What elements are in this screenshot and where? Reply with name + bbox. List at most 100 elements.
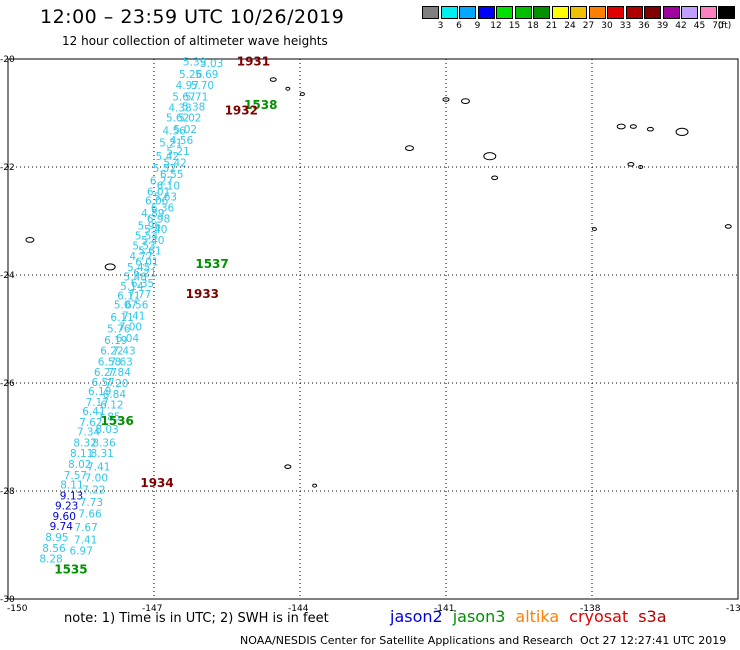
scale-label: 45 <box>693 21 706 31</box>
wave-height-value: 6.36 <box>151 203 175 215</box>
pass-number-label: 1931 <box>237 55 270 69</box>
wave-height-value: 9.23 <box>55 501 78 513</box>
scale-swatch <box>477 6 495 19</box>
wave-height-value: 4.89 <box>141 208 164 220</box>
wave-height-value: 5.03 <box>200 58 223 70</box>
wave-height-value: 6.84 <box>103 389 127 401</box>
scale-swatch <box>440 6 458 19</box>
wave-height-value: 6.41 <box>82 406 105 418</box>
wave-height-value: 7.41 <box>122 311 145 323</box>
wave-height-value: 5.45 <box>127 262 150 274</box>
scale-swatch <box>570 6 587 19</box>
wave-height-value: 5.02 <box>174 124 197 136</box>
wave-height-value: 9.13 <box>60 490 83 502</box>
island-outline <box>25 237 35 243</box>
wave-height-value: 7.41 <box>87 462 110 474</box>
wave-height-value: 6.12 <box>100 400 123 412</box>
legend-jason2: jason2 <box>390 607 443 626</box>
scale-label: 36 <box>638 21 650 31</box>
island-outline <box>312 483 318 488</box>
island-outline <box>284 464 292 470</box>
scale-swatch <box>422 6 439 19</box>
lon-tick-label: -138 <box>580 604 601 614</box>
lat-tick-label: -26 <box>0 379 15 389</box>
map-note: note: 1) Time is in UTC; 2) SWH is in fe… <box>64 611 329 626</box>
wave-height-value: 7.34 <box>77 427 101 439</box>
wave-height-value: 9.60 <box>53 511 76 523</box>
wave-height-value: 6.57 <box>91 377 114 389</box>
island-outline <box>591 227 597 232</box>
pass-number-label: 1536 <box>100 414 133 428</box>
legend-s3a: s3a <box>638 607 667 626</box>
wave-height-value: 6.97 <box>70 545 93 557</box>
altimeter-tracks: 5.395.264.975.674.385.624.565.215.425.52… <box>39 57 223 566</box>
pass-number-label: 1934 <box>140 476 173 490</box>
lat-tick-label: -28 <box>0 487 15 497</box>
map-subtitle: 12 hour collection of altimeter wave hei… <box>62 34 328 48</box>
wave-height-value: 5.70 <box>191 80 214 92</box>
wave-height-value: 8.03 <box>95 424 118 436</box>
wave-height-value: 5.38 <box>182 102 205 114</box>
wave-height-value: 6.27 <box>94 367 117 379</box>
island-outline <box>616 123 626 130</box>
scale-label: 33 <box>619 21 632 31</box>
scale-label: 70 <box>712 21 724 31</box>
island-outline <box>675 127 689 136</box>
lon-tick-label: -141 <box>434 604 454 614</box>
lon-tick-label: -13 <box>726 604 740 614</box>
wave-height-value: 6.19 <box>104 335 127 347</box>
wave-height-value: 4.77 <box>129 251 152 263</box>
wave-height-value: 6.10 <box>157 180 180 192</box>
wave-height-value: 5.39 <box>183 57 206 69</box>
island-outline <box>269 77 277 82</box>
wave-height-value: 8.36 <box>92 437 116 449</box>
island-outline <box>638 165 644 169</box>
wave-height-value: 7.20 <box>105 378 128 390</box>
wave-height-value: 6.11 <box>110 312 133 324</box>
pass-number-label: 1933 <box>186 287 219 301</box>
wave-height-value: 7.00 <box>119 321 142 333</box>
scale-swatch <box>514 6 532 19</box>
wave-height-value: 7.63 <box>109 356 132 368</box>
wave-height-value: 5.21 <box>166 146 189 158</box>
wave-height-value: 5.62 <box>166 112 189 124</box>
wave-height-value: 5.63 <box>154 192 177 204</box>
legend-cryosat: cryosat <box>569 607 629 626</box>
island-outline <box>724 224 732 229</box>
wave-height-value: 5.42 <box>163 158 186 170</box>
island-outline <box>442 97 450 102</box>
island-outline <box>646 126 654 132</box>
scale-label: 9 <box>474 21 481 31</box>
wave-height-value: 6.21 <box>133 267 156 279</box>
wave-height-value: 5.40 <box>141 235 164 247</box>
wave-height-value: 7.17 <box>86 397 109 409</box>
scale-swatch <box>533 6 550 19</box>
wave-height-value: 7.00 <box>85 473 108 485</box>
wave-height-value: 6.58 <box>98 356 121 368</box>
pass-number-label: 1537 <box>195 257 228 271</box>
wave-height-value: 6.35 <box>131 278 154 290</box>
scale-swatch <box>718 6 735 19</box>
lat-tick-label: -22 <box>0 163 15 173</box>
wave-height-value: 6.56 <box>125 300 149 312</box>
scale-label: 30 <box>601 21 613 31</box>
wave-height-value: 5.52 <box>153 163 176 175</box>
scale-label: 18 <box>527 21 539 31</box>
pass-number-label: 1538 <box>244 98 277 112</box>
lat-tick-label: -24 <box>0 271 15 281</box>
island-outline <box>629 124 637 129</box>
wave-height-value: 5.76 <box>107 323 131 335</box>
wave-height-value: 4.97 <box>176 80 199 92</box>
scale-swatch <box>588 6 606 19</box>
scale-label: 27 <box>582 21 595 31</box>
scale-label: 24 <box>564 21 576 31</box>
color-scale: 3 6 9 12 15 18 21 24 27 30 33 36 39 42 45 70 (ft) <box>422 6 738 32</box>
scale-label: 42 <box>675 21 687 31</box>
footer-credit: NOAA/NESDIS Center for Satellite Applica… <box>240 634 574 647</box>
pass-number-label: 1932 <box>225 103 258 117</box>
wave-height-value: 4.56 <box>162 125 186 137</box>
scale-swatch <box>662 6 680 19</box>
island-outline <box>627 162 635 167</box>
wave-height-value: 8.02 <box>68 459 91 471</box>
